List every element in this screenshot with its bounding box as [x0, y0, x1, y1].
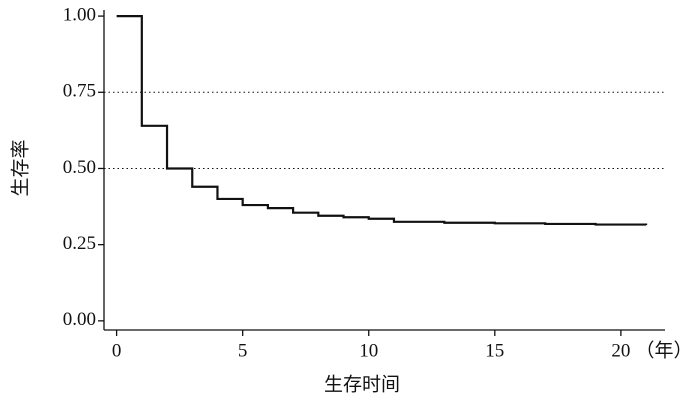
y-tick-label: 0.50	[63, 157, 96, 178]
y-axis-label: 生存率	[9, 139, 31, 196]
x-tick-label: 5	[238, 340, 248, 361]
y-tick-label: 0.75	[63, 81, 96, 102]
y-tick-label: 1.00	[63, 4, 96, 25]
y-tick-label: 0.25	[63, 233, 96, 254]
x-unit: （年）	[635, 339, 692, 361]
x-tick-label: 10	[359, 340, 378, 361]
x-tick-label: 20	[611, 340, 630, 361]
x-tick-label: 15	[485, 340, 504, 361]
x-tick-label: 0	[112, 340, 122, 361]
x-axis-label: 生存时间	[324, 373, 400, 395]
y-tick-label: 0.00	[63, 309, 96, 330]
survival-curve	[116, 14, 648, 226]
